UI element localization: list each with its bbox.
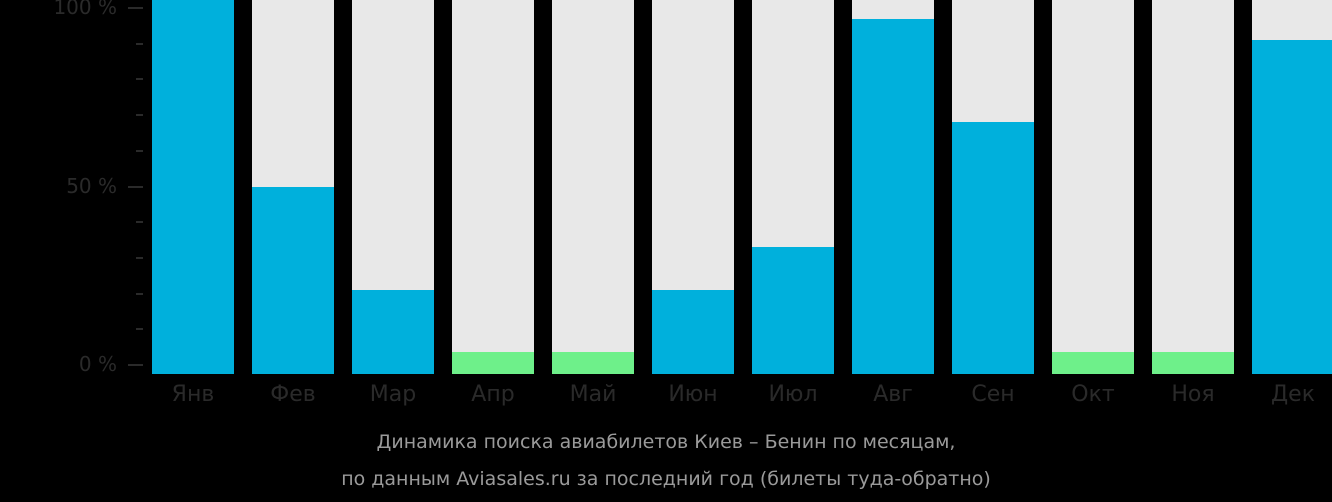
x-tick-label: Авг [873,382,913,407]
bar-value-fill [352,290,434,374]
bar-7[interactable] [752,0,834,374]
x-tick-label: Ноя [1171,382,1215,407]
x-tick-label: Дек [1270,382,1315,407]
x-tick-label: Май [569,382,617,407]
x-tick-label: Сен [971,382,1015,407]
y-tick-label: 50 % [66,173,117,198]
bar-2[interactable] [252,0,334,374]
bar-8[interactable] [852,0,934,374]
y-minor-tick [136,149,143,152]
y-tick-label: 0 % [78,352,117,376]
bar-value-fill [252,186,334,374]
y-minor-tick [136,328,143,331]
bar-value-fill [852,18,934,374]
chart-title: Динамика поиска авиабилетов Киев – Бенин… [376,431,956,453]
y-major-tick [128,185,143,188]
x-tick-label: Июл [768,382,818,407]
bar-11[interactable] [1152,0,1234,374]
x-tick-label: Апр [471,382,515,407]
bar-value-fill [452,352,534,374]
bar-3[interactable] [352,0,434,374]
x-tick-label: Окт [1071,382,1115,407]
y-minor-tick [136,221,143,224]
bar-value-fill [152,0,234,374]
x-tick-label: Янв [171,382,215,407]
y-minor-tick [136,292,143,295]
bar-12[interactable] [1252,0,1332,374]
y-tick-label: 100 % [53,0,117,19]
bar-10[interactable] [1052,0,1134,374]
y-major-tick [128,364,143,366]
bar-value-fill [1252,40,1332,374]
bar-5[interactable] [552,0,634,374]
bar-1[interactable] [152,0,234,374]
bar-value-fill [1152,352,1234,374]
chart-subtitle: по данным Aviasales.ru за последний год … [341,468,991,490]
bar-value-fill [652,290,734,374]
x-tick-label: Фев [270,382,316,407]
y-minor-tick [136,78,143,81]
bar-4[interactable] [452,0,534,374]
bar-value-fill [1052,352,1134,374]
y-minor-tick [136,114,143,117]
bar-value-fill [752,247,834,374]
bar-6[interactable] [652,0,734,374]
bar-9[interactable] [952,0,1034,374]
y-minor-tick [136,42,143,45]
x-tick-label: Июн [668,382,718,407]
y-minor-tick [136,256,143,259]
y-major-tick [128,7,143,9]
bar-value-fill [952,122,1034,374]
x-tick-label: Мар [369,382,417,407]
bar-value-fill [552,352,634,374]
